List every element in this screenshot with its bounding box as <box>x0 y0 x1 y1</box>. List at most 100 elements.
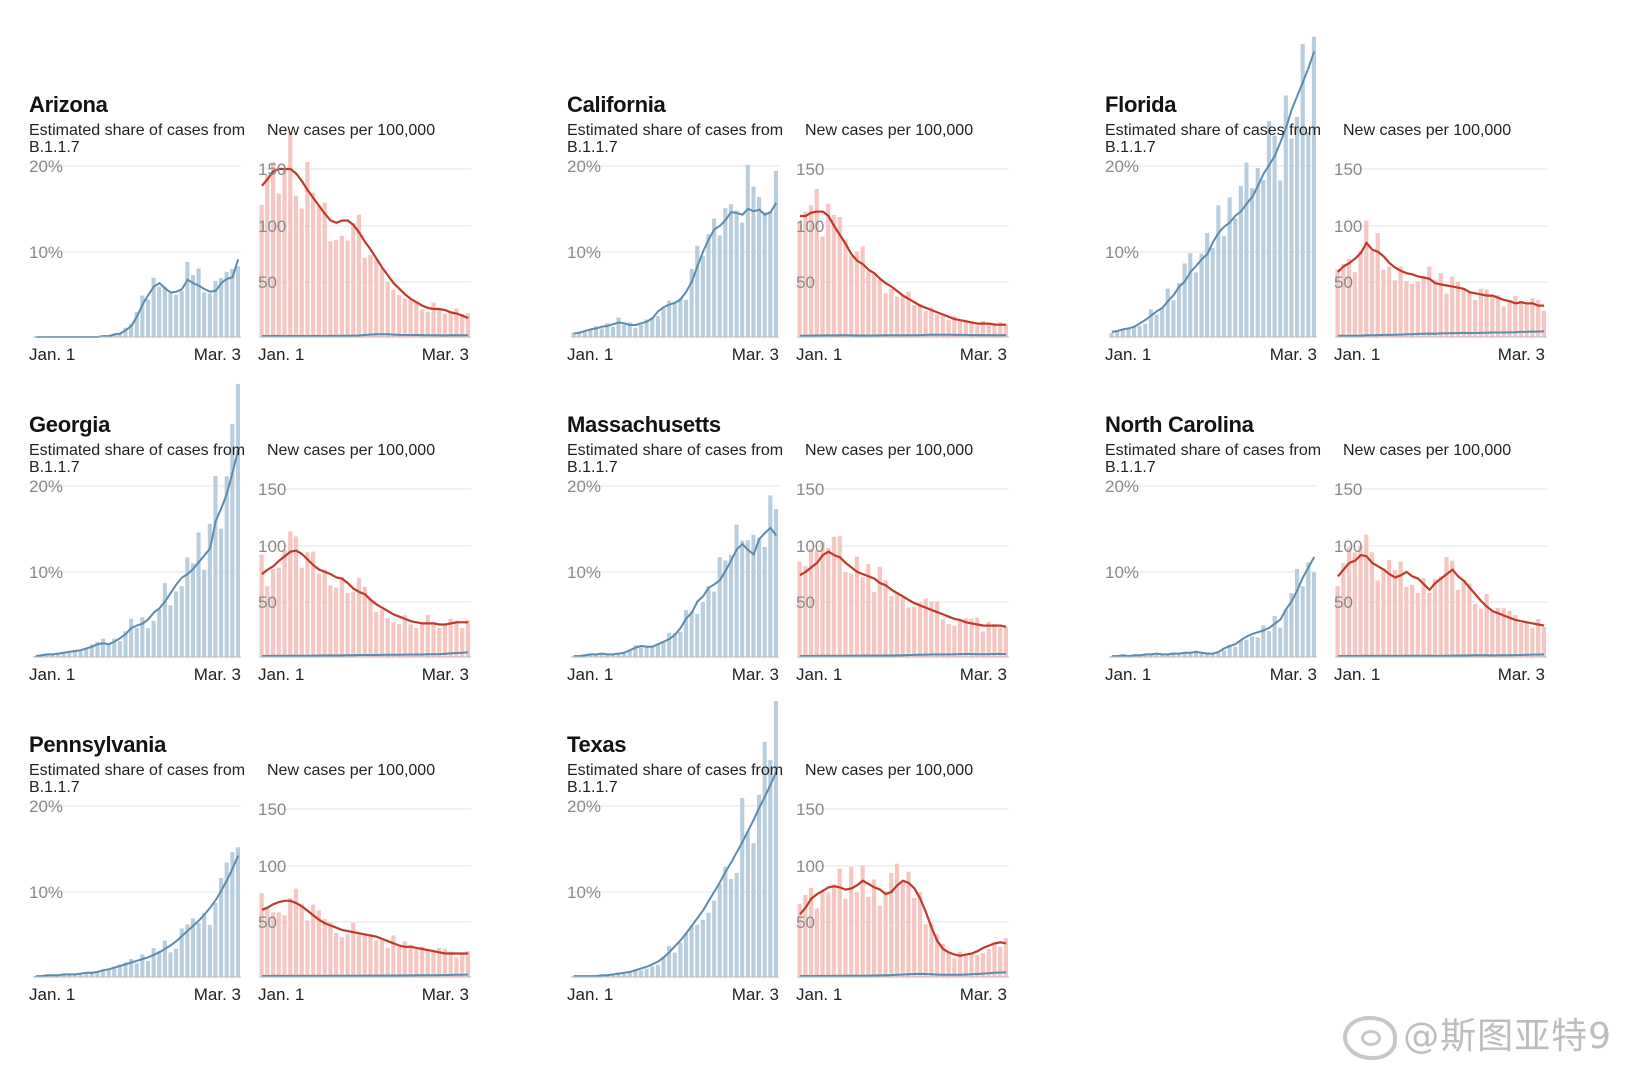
share-line <box>1111 51 1316 333</box>
cases-bar <box>826 892 831 977</box>
cases-bar <box>293 195 299 337</box>
share-bar <box>712 218 717 337</box>
y-tick-label: 20% <box>29 157 63 176</box>
cases-bar <box>431 951 436 977</box>
cases-bar <box>900 597 905 657</box>
share-bar <box>235 847 240 977</box>
y-tick-label: 150 <box>258 160 286 179</box>
cases-bar <box>351 591 356 657</box>
cases-bar <box>1369 250 1375 337</box>
cases-bar <box>820 541 825 657</box>
share-bar <box>1171 300 1176 337</box>
share-bar <box>773 701 778 977</box>
share-line <box>35 449 240 658</box>
share-bar <box>157 608 162 657</box>
share-bar <box>219 528 224 657</box>
cases-bar <box>368 598 373 657</box>
cases-bar <box>1536 299 1541 337</box>
share-bar <box>1193 650 1198 657</box>
y-tick-label: 150 <box>796 480 824 499</box>
cases-bar <box>288 531 293 657</box>
chart-svg: 20% 10% 150 100 50 Jan. 1 Mar. 3 Jan. 1 Mar. 3 <box>29 132 471 364</box>
cases-bar <box>259 554 264 657</box>
share-bar <box>145 960 151 977</box>
cases-bar <box>397 946 402 977</box>
share-bar <box>734 872 739 977</box>
share-bar <box>179 586 184 657</box>
share-bar <box>706 234 711 337</box>
share-bar <box>610 326 615 337</box>
cases-bar <box>339 235 344 337</box>
cases-bar <box>1541 627 1546 657</box>
share-bar <box>762 547 767 657</box>
cases-bar <box>877 905 882 977</box>
y-tick-label: 20% <box>1105 477 1139 496</box>
cases-bar <box>448 951 453 977</box>
cases-bar <box>339 576 344 657</box>
share-bar <box>196 532 201 657</box>
share-bar <box>723 208 728 337</box>
share-bar <box>610 974 615 977</box>
share-bar <box>667 632 672 657</box>
share-bar <box>728 879 734 977</box>
x-tick-label: Mar. 3 <box>960 345 1007 364</box>
y-tick-label: 50 <box>258 273 277 292</box>
cases-bar <box>1415 281 1420 337</box>
y-tick-label: 10% <box>567 883 601 902</box>
share-bar <box>134 963 139 977</box>
share-bar <box>72 973 77 977</box>
cases-subtitle: New cases per 100,000 <box>267 122 436 139</box>
share-bar <box>683 610 689 657</box>
share-bar <box>1137 325 1142 337</box>
share-line <box>35 855 240 978</box>
share-bar <box>605 653 610 657</box>
y-tick-label: 10% <box>567 563 601 582</box>
cases-bar <box>980 320 986 337</box>
cases-bar <box>1358 546 1363 657</box>
x-tick-label: Mar. 3 <box>194 665 241 684</box>
share-bar <box>213 280 218 337</box>
cases-bar <box>1421 275 1426 337</box>
cases-bar <box>912 305 917 337</box>
cases-subtitle: New cases per 100,000 <box>267 442 436 459</box>
x-tick-label: Mar. 3 <box>732 985 779 1004</box>
cases-line <box>261 549 469 626</box>
cases-bar <box>431 624 436 657</box>
share-bar <box>1250 188 1255 337</box>
share-bar <box>751 186 756 337</box>
y-tick-label: 100 <box>796 537 824 556</box>
cases-line <box>261 899 469 955</box>
cases-subtitle: New cases per 100,000 <box>805 442 974 459</box>
cases-bar <box>1335 585 1340 657</box>
share-bar <box>1182 652 1187 657</box>
cases-bar <box>906 607 911 657</box>
cases-bar <box>282 170 287 337</box>
cases-bar <box>803 566 808 657</box>
share-line <box>573 202 778 335</box>
share-bar <box>1278 180 1283 337</box>
share-bar <box>129 324 134 337</box>
cases-bar <box>305 920 310 977</box>
cases-bar <box>322 918 327 977</box>
cases-bar <box>408 624 413 657</box>
cases-subtitle: New cases per 100,000 <box>805 122 974 139</box>
share-bar <box>672 632 677 657</box>
cases-bar <box>843 571 848 657</box>
cases-bar <box>408 944 413 977</box>
share-bar <box>768 760 773 977</box>
cases-line <box>1337 240 1545 307</box>
cases-bar <box>465 313 470 337</box>
share-bar <box>190 918 196 977</box>
share-bar <box>757 537 762 657</box>
share-bar <box>667 946 672 977</box>
share-bar <box>678 942 683 977</box>
cases-bar <box>1364 534 1369 657</box>
cases-subtitle: New cases per 100,000 <box>805 762 974 779</box>
cases-bar <box>425 311 430 337</box>
share-bar <box>689 611 694 657</box>
share-bar <box>112 966 117 977</box>
variant-cases-line <box>261 333 469 337</box>
cases-bar <box>860 577 865 657</box>
share-bar <box>622 324 627 337</box>
share-bar <box>123 327 128 337</box>
